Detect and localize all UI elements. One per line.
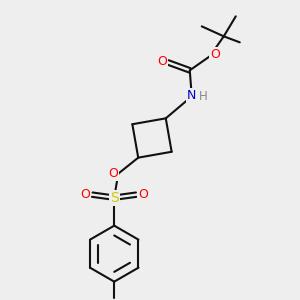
Text: O: O (138, 188, 148, 201)
Text: O: O (210, 48, 220, 61)
Text: O: O (157, 55, 167, 68)
Text: N: N (187, 89, 196, 102)
Text: H: H (198, 90, 207, 103)
Text: O: O (108, 167, 118, 180)
Text: S: S (110, 191, 118, 205)
Text: O: O (80, 188, 90, 201)
